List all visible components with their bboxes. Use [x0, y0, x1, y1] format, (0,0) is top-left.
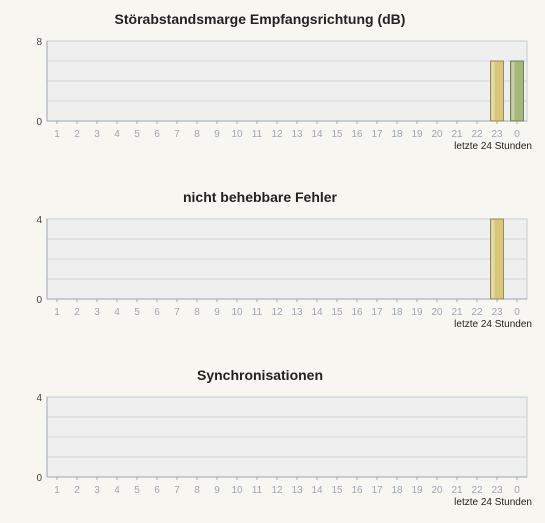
x-axis-label: letzte 24 Stunden	[454, 141, 532, 152]
x-tick-label: 8	[194, 129, 200, 140]
x-tick-label: 19	[411, 485, 423, 496]
y-tick-label: 8	[36, 37, 42, 48]
x-axis-label: letzte 24 Stunden	[454, 319, 532, 330]
x-tick-label: 20	[431, 307, 443, 318]
x-tick-label: 0	[514, 485, 520, 496]
x-tick-label: 3	[94, 307, 100, 318]
x-tick-label: 13	[291, 485, 303, 496]
chart-title: Synchronisationen	[196, 367, 324, 383]
x-tick-label: 12	[271, 129, 283, 140]
x-tick-label: 14	[311, 485, 323, 496]
x-tick-label: 2	[74, 129, 80, 140]
x-tick-label: 6	[154, 485, 160, 496]
y-tick-label: 0	[36, 117, 42, 128]
x-tick-label: 0	[514, 307, 520, 318]
x-tick-label: 1	[54, 129, 60, 140]
x-tick-label: 18	[391, 485, 403, 496]
chart-title: nicht behebbare Fehler	[182, 189, 338, 205]
x-tick-label: 0	[514, 129, 520, 140]
x-tick-label: 18	[391, 129, 403, 140]
x-tick-label: 3	[94, 129, 100, 140]
x-tick-label: 17	[371, 129, 383, 140]
bar	[490, 218, 504, 300]
bar-highlight	[491, 62, 495, 120]
x-tick-label: 12	[271, 307, 283, 318]
x-tick-label: 16	[351, 485, 363, 496]
x-tick-label: 16	[351, 307, 363, 318]
x-tick-label: 19	[411, 129, 423, 140]
x-tick-label: 13	[291, 129, 303, 140]
x-tick-label: 21	[451, 307, 463, 318]
bar-highlight	[491, 220, 495, 298]
x-tick-label: 12	[271, 485, 283, 496]
x-tick-label: 16	[351, 129, 363, 140]
x-tick-label: 6	[154, 129, 160, 140]
x-tick-label: 14	[311, 129, 323, 140]
y-tick-label: 0	[36, 473, 42, 484]
x-tick-label: 19	[411, 307, 423, 318]
chart-plot: 401 2 3 4 5 6 7 8 9 10 11 12 13 14 15 16 17 18 19 20 21 22 23 0	[36, 393, 528, 496]
x-tick-label: 11	[252, 307, 263, 318]
x-tick-label: 17	[371, 485, 383, 496]
x-tick-label: 2	[74, 307, 80, 318]
x-tick-label: 5	[134, 129, 140, 140]
y-tick-label: 0	[36, 295, 42, 306]
x-tick-label: 10	[231, 129, 243, 140]
chart-plot: 401 2 3 4 5 6 7 8 9 10 11 12 13 14 15 16 17 18 19 20 21 22 23 0	[36, 215, 528, 318]
x-tick-label: 22	[471, 307, 483, 318]
y-tick-label: 4	[36, 393, 42, 404]
x-tick-label: 10	[231, 485, 243, 496]
x-tick-label: 4	[114, 129, 120, 140]
x-tick-label: 22	[471, 129, 483, 140]
chart-plot: 801 2 3 4 5 6 7 8 9 10 11 12 13 14 15 16 17 18 19 20 21 22 23 0	[36, 37, 528, 140]
x-tick-label: 20	[431, 485, 443, 496]
x-tick-label: 2	[74, 485, 80, 496]
y-tick-label: 4	[36, 215, 42, 226]
x-tick-label: 7	[174, 485, 180, 496]
x-tick-label: 11	[252, 129, 263, 140]
x-tick-label: 7	[174, 129, 180, 140]
x-tick-label: 9	[214, 129, 220, 140]
x-tick-label: 22	[471, 485, 483, 496]
x-tick-label: 5	[134, 307, 140, 318]
chart-title: Störabstandsmarge Empfangsrichtung (dB)	[114, 11, 406, 27]
x-tick-label: 13	[291, 307, 303, 318]
x-tick-label: 7	[174, 307, 180, 318]
x-tick-label: 9	[214, 485, 220, 496]
x-tick-label: 11	[252, 485, 263, 496]
x-tick-label: 4	[114, 307, 120, 318]
x-tick-label: 8	[194, 307, 200, 318]
x-tick-label: 23	[491, 307, 503, 318]
x-tick-label: 3	[94, 485, 100, 496]
x-tick-label: 17	[371, 307, 383, 318]
x-tick-label: 5	[134, 485, 140, 496]
x-tick-label: 18	[391, 307, 403, 318]
x-tick-label: 20	[431, 129, 443, 140]
x-tick-label: 1	[54, 307, 60, 318]
bar	[510, 60, 524, 122]
x-tick-label: 10	[231, 307, 243, 318]
bar	[490, 60, 504, 122]
bar-highlight	[511, 62, 515, 120]
x-tick-label: 4	[114, 485, 120, 496]
x-tick-label: 9	[214, 307, 220, 318]
x-tick-label: 21	[451, 485, 463, 496]
x-tick-label: 8	[194, 485, 200, 496]
x-tick-label: 23	[491, 129, 503, 140]
x-tick-label: 15	[331, 485, 343, 496]
x-axis-label: letzte 24 Stunden	[454, 497, 532, 508]
x-tick-label: 15	[331, 307, 343, 318]
x-tick-label: 1	[54, 485, 60, 496]
x-tick-label: 23	[491, 485, 503, 496]
x-tick-label: 14	[311, 307, 323, 318]
x-tick-label: 6	[154, 307, 160, 318]
x-tick-label: 15	[331, 129, 343, 140]
x-tick-label: 21	[451, 129, 463, 140]
